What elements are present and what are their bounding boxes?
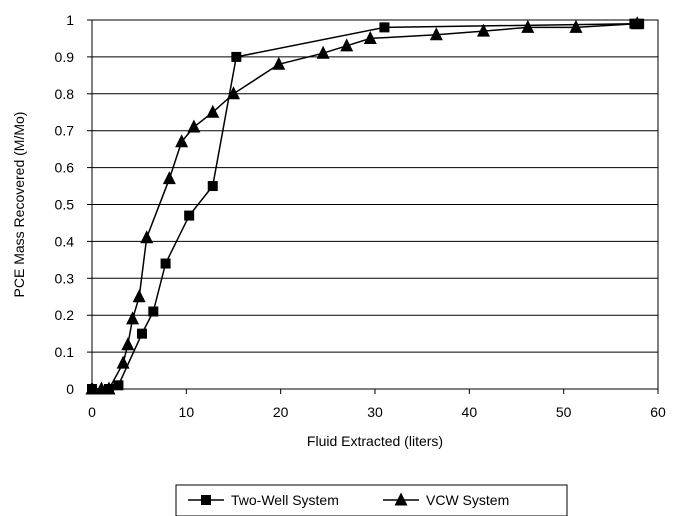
y-tick-label: 0.4 <box>55 233 75 249</box>
data-point-triangle <box>630 16 644 30</box>
data-point-triangle <box>206 104 220 118</box>
data-point-triangle <box>363 30 377 44</box>
x-tick-labels: 0 10 20 30 40 50 60 <box>88 404 666 420</box>
data-point-square <box>184 210 195 221</box>
data-point-triangle <box>429 27 443 41</box>
grid-lines <box>92 56 658 353</box>
data-point-triangle <box>85 381 99 395</box>
x-tick-label: 10 <box>179 404 195 420</box>
data-point-triangle <box>102 381 116 395</box>
data-point-triangle <box>476 23 490 37</box>
y-tick-label: 0.1 <box>55 344 75 360</box>
data-point-triangle <box>116 355 130 369</box>
x-tick-label: 50 <box>556 404 572 420</box>
legend-marker-triangle <box>394 492 408 506</box>
legend-item: VCW System <box>383 492 509 508</box>
data-point-triangle <box>162 171 176 185</box>
series-layer <box>85 16 645 395</box>
y-tick-label: 0.9 <box>55 49 75 65</box>
legend-label: Two-Well System <box>231 492 339 508</box>
legend-label: VCW System <box>426 492 509 508</box>
legend: Two-Well System VCW System <box>175 484 568 516</box>
x-tick-label: 40 <box>462 404 478 420</box>
x-tick-label: 20 <box>273 404 289 420</box>
data-point-square <box>160 258 171 269</box>
data-point-square <box>207 181 218 192</box>
data-point-square <box>148 306 159 317</box>
y-tick-label: 1 <box>66 12 74 28</box>
x-tick-label: 30 <box>367 404 383 420</box>
data-point-triangle <box>316 45 330 59</box>
data-point-square <box>113 380 124 391</box>
data-point-triangle <box>272 56 286 70</box>
series-triangle <box>85 16 644 395</box>
legend-marker-square <box>201 495 211 505</box>
y-tick-label: 0.3 <box>55 270 75 286</box>
data-point-triangle <box>132 289 146 303</box>
y-tick-labels: 0 0.1 0.2 0.3 0.4 0.5 0.6 0.7 0.8 0.9 1 <box>55 12 75 397</box>
data-point-triangle <box>187 119 201 133</box>
data-point-triangle <box>227 86 240 100</box>
data-point-triangle <box>569 19 583 33</box>
data-point-triangle <box>521 19 535 33</box>
y-tick-label: 0.6 <box>55 160 75 176</box>
data-point-triangle <box>140 230 154 244</box>
y-tick-label: 0 <box>66 381 74 397</box>
y-tick-label: 0.5 <box>55 197 75 213</box>
legend-item: Two-Well System <box>188 492 339 508</box>
x-tick-label: 60 <box>650 404 666 420</box>
legend-items: Two-Well System VCW System <box>188 492 509 508</box>
data-point-triangle <box>340 38 354 52</box>
y-tick-label: 0.8 <box>55 86 75 102</box>
x-tick-label: 0 <box>88 404 96 420</box>
data-point-triangle <box>121 337 135 351</box>
legend-box <box>175 484 568 516</box>
x-axis-title: Fluid Extracted (liters) <box>307 433 443 449</box>
data-point-square <box>379 22 390 33</box>
data-point-square <box>231 51 242 62</box>
y-tick-label: 0.2 <box>55 307 75 323</box>
data-point-triangle <box>175 134 189 148</box>
y-tick-label: 0.7 <box>55 123 75 139</box>
y-axis-title: PCE Mass Recovered (M/Mo) <box>11 112 27 298</box>
data-point-triangle <box>126 311 140 325</box>
series-line <box>92 22 638 390</box>
data-point-square <box>136 328 147 339</box>
